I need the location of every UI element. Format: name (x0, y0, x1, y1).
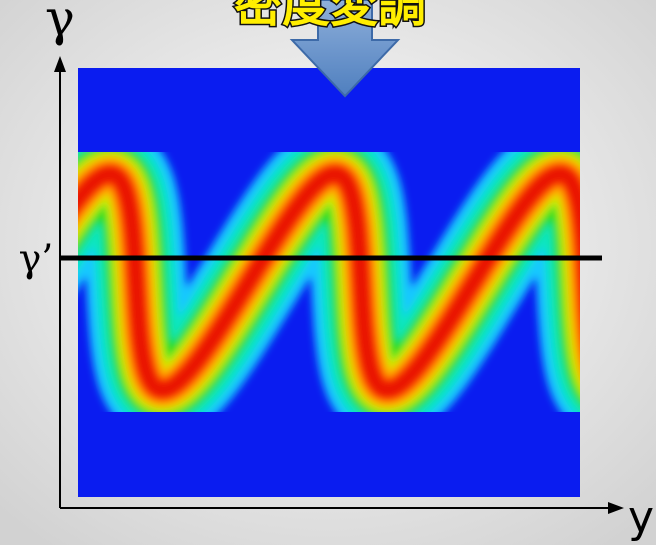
x-axis-arrow (608, 502, 624, 514)
y-axis-arrow (54, 56, 66, 72)
heatmap (78, 124, 580, 440)
down-arrow (289, 0, 401, 98)
reference-label: γ’ (19, 237, 54, 281)
title: 密度変調 (234, 0, 426, 33)
y-axis-label: γ (45, 0, 75, 47)
x-axis-label: y (628, 492, 654, 543)
density-band (78, 167, 580, 397)
